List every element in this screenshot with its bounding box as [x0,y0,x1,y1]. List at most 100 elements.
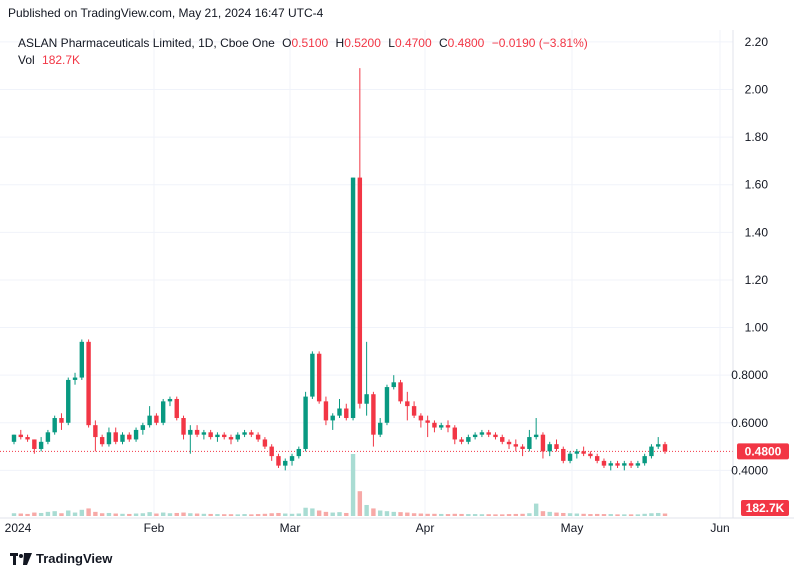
volume-bar [452,513,457,516]
volume-bar [649,513,654,516]
y-tick-label: 1.00 [745,321,769,335]
candle-body [561,448,566,461]
volume-bar [222,514,227,516]
volume-bar [527,513,532,516]
tradingview-brand-text: TradingView [36,551,113,566]
volume-bar [371,508,376,516]
tradingview-logo-icon [10,552,32,565]
candle-body [330,415,335,421]
candle-body [432,422,437,428]
volume-bar [154,513,159,516]
candle-body [93,425,98,438]
volume-bar [554,512,559,516]
time-axis[interactable]: 2024 Feb Mar Apr May Jun [5,521,730,535]
candle-body [25,437,30,440]
y-tick-label: 1.80 [745,130,769,144]
volume-bar [622,514,627,516]
candle-body [472,434,478,438]
volume-bar [398,512,403,516]
x-tick-label: Apr [416,521,435,535]
candle-body [628,463,634,466]
volume-bar [32,512,37,516]
volume-bar [472,514,478,516]
candle-body [160,401,166,423]
volume-bar [337,512,342,516]
candle-body [384,387,390,423]
volume-bar [167,513,173,516]
candle-body [18,434,23,438]
volume-bar [201,513,207,516]
footer-brand[interactable]: TradingView [10,551,112,566]
volume-bar [520,513,525,516]
volume-bar [283,513,288,516]
candle-body [445,425,451,428]
candle-body [588,453,593,457]
candle-body [323,401,329,421]
candle-body [215,434,220,438]
candle-body [398,382,403,402]
y-tick-label: 1.40 [745,225,769,239]
candle-body [391,382,396,388]
volume-bar [500,514,505,516]
volume-bar [445,514,451,516]
candle-body [79,341,85,378]
volume-bar [466,514,471,516]
candle-body [289,456,295,461]
volume-bar [656,512,661,516]
candle-body [377,422,383,435]
candle-body [127,434,132,440]
volume-bar [235,514,240,516]
candle-body [594,456,600,461]
candle-body [554,444,559,449]
volume-bar [459,513,464,516]
volume-bar [364,504,369,516]
candle-body [527,437,532,449]
volume-bar [615,514,620,516]
candle-body [140,425,146,430]
volume-bar [581,513,586,516]
volume-bar [384,511,390,516]
volume-bar [533,503,539,516]
candle-body [154,415,159,423]
volume-bars [11,454,668,516]
open-label: O [282,36,292,50]
volume-bar [513,513,519,516]
candle-body [283,460,288,466]
candle-body [201,432,207,435]
candle-body [276,456,281,466]
volume-bar [208,513,213,516]
candle-body [32,439,37,449]
volume-bar [642,513,647,516]
candle-body [513,444,519,447]
candle-body [608,463,613,466]
volume-bar [262,513,268,516]
y-tick-label: 1.20 [745,273,769,287]
volume-bar [160,512,166,516]
candle-body [167,398,173,402]
candle-body [479,432,485,435]
price-axis[interactable]: 2.20 2.00 1.80 1.60 1.40 1.20 1.00 0.8000 0.6000… [731,35,768,477]
candle-body [296,448,302,457]
candle-body [466,437,471,442]
volume-bar [113,513,118,516]
volume-bar [289,513,295,516]
change-value: −0.0190 (−3.81%) [491,36,588,50]
volume-bar [432,513,437,516]
x-tick-label: Mar [280,521,301,535]
volume-bar [479,514,485,516]
candle-body [99,437,105,445]
published-header: Published on TradingView.com, May 21, 20… [8,6,324,20]
candle-body [208,432,213,438]
volume-bar [391,511,396,516]
volume-bar [405,512,410,516]
candle-body [52,418,57,433]
candle-body [622,463,627,466]
candle-body [72,377,78,380]
volume-bar [316,510,322,516]
volume-bar [344,512,349,516]
candle-body [59,418,64,423]
candle-body [147,415,152,426]
candle-body [520,446,525,449]
candle-body [411,406,417,416]
